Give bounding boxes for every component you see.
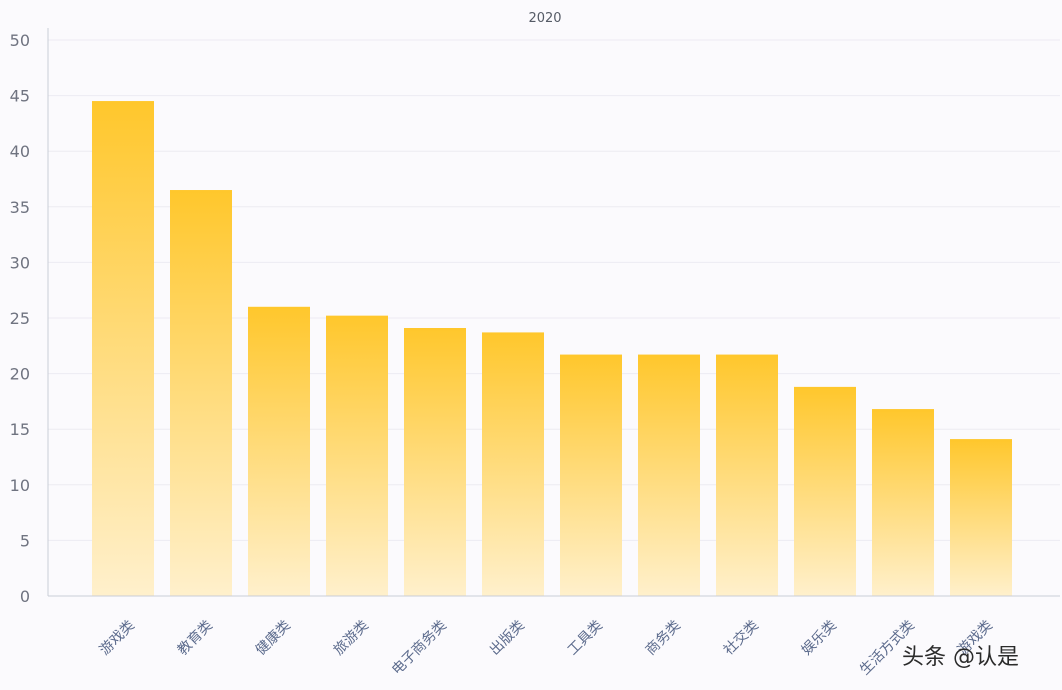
bar-cap (482, 332, 544, 335)
bar (794, 386, 856, 596)
chart-title: 2020 (528, 11, 561, 26)
bar (560, 354, 622, 596)
bar-cap (560, 354, 622, 357)
x-tick-label: 健康类 (252, 617, 294, 659)
x-tick-label: 工具类 (565, 618, 606, 659)
bars (92, 101, 1012, 596)
y-tick-label: 30 (10, 253, 30, 272)
bar (950, 439, 1012, 596)
bar (170, 190, 232, 596)
y-tick-label: 15 (10, 420, 30, 439)
bar (482, 332, 544, 596)
bar-cap (794, 386, 856, 389)
bar-cap (950, 439, 1012, 442)
bar (872, 409, 934, 596)
bar (248, 306, 310, 596)
x-tick-label: 娱乐类 (799, 618, 840, 659)
bar-cap (170, 190, 232, 193)
x-tick-label: 商务类 (643, 618, 684, 659)
bar-cap (326, 315, 388, 318)
y-tick-label: 5 (20, 531, 30, 550)
y-tick-label: 40 (10, 142, 30, 161)
x-tick-label: 教育类 (175, 618, 216, 659)
bar-cap (638, 354, 700, 357)
y-tick-label: 50 (10, 31, 30, 50)
bar-cap (404, 328, 466, 331)
y-axis-ticks: 0 5 10 15 20 25 30 35 40 45 50 (10, 31, 30, 606)
x-tick-label: 电子商务类 (389, 618, 450, 679)
x-axis-labels: 游戏类 教育类 健康类 旅游类 电子商务类 出版类 工具类 商务类 社交类 娱乐类 生活方式类 游戏类 (97, 617, 996, 679)
bar (92, 101, 154, 596)
y-tick-label: 0 (20, 587, 30, 606)
x-tick-label: 社交类 (720, 617, 762, 659)
bar (404, 328, 466, 596)
bar-cap (248, 306, 310, 309)
x-tick-label: 旅游类 (331, 618, 372, 659)
bar (326, 315, 388, 596)
bar-cap (872, 409, 934, 412)
y-tick-label: 25 (10, 309, 30, 328)
bar (638, 354, 700, 596)
x-tick-label: 游戏类 (97, 618, 138, 659)
bar-cap (716, 354, 778, 357)
y-tick-label: 10 (10, 476, 30, 495)
y-tick-label: 20 (10, 365, 30, 384)
y-tick-label: 35 (10, 198, 30, 217)
x-tick-label: 出版类 (487, 618, 528, 659)
bar-cap (92, 101, 154, 104)
y-tick-label: 45 (10, 87, 30, 106)
bar (716, 354, 778, 596)
watermark: 头条 @认是 (902, 645, 1019, 670)
